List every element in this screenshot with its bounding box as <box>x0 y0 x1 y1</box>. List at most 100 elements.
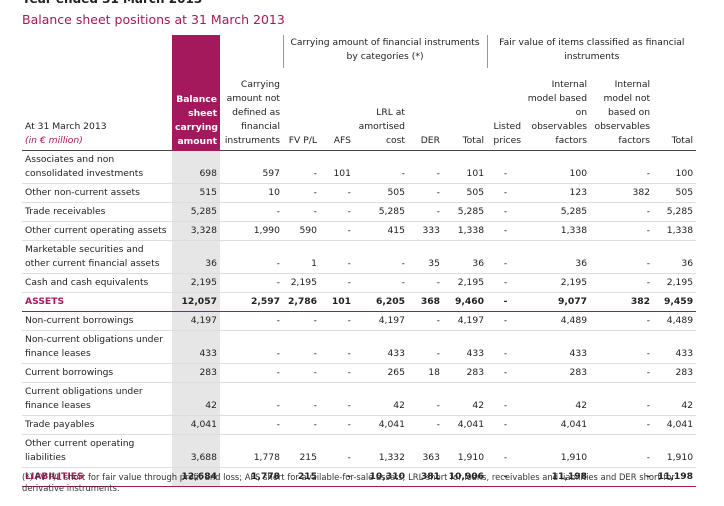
cell: - <box>590 467 654 487</box>
cell: 1,332 <box>354 434 408 468</box>
cell: 698 <box>172 150 220 184</box>
unit: (in € million) <box>25 135 83 146</box>
cell: 1,778 <box>220 434 283 468</box>
column-header: Total <box>443 68 488 151</box>
cell: 1,910 <box>653 434 697 468</box>
cell: 1,338 <box>524 221 591 241</box>
cell: 433 <box>524 330 591 364</box>
cell: 2,786 <box>283 292 320 312</box>
cell: 123 <box>524 183 591 203</box>
cell: 590 <box>283 221 320 241</box>
cell: - <box>283 382 320 416</box>
cell: 433 <box>443 330 488 364</box>
cell: 5,285 <box>172 202 220 222</box>
cell: - <box>487 150 525 184</box>
cell: - <box>283 363 320 383</box>
cell: - <box>354 150 408 184</box>
cell: 2,195 <box>653 273 697 293</box>
cell: - <box>408 330 443 364</box>
cell: 368 <box>408 292 443 312</box>
table-header: Balance sheet carrying amount Carrying am… <box>22 35 697 151</box>
row-label: Marketable securities and other current … <box>22 240 172 274</box>
table-body: Associates and non consolidated investme… <box>22 150 697 487</box>
cell: - <box>590 363 654 383</box>
cell: 2,195 <box>524 273 591 293</box>
cell: - <box>408 311 443 331</box>
column-header: Listed prices <box>487 68 525 151</box>
column-header: FV P/L <box>283 68 320 151</box>
cell: 333 <box>408 221 443 241</box>
cell: 2,195 <box>172 273 220 293</box>
cell: 9,077 <box>524 292 591 312</box>
row-label: Other current operating assets <box>22 221 172 241</box>
cell: 3,328 <box>172 221 220 241</box>
cell: 283 <box>524 363 591 383</box>
cell: - <box>320 311 354 331</box>
cell: - <box>220 273 283 293</box>
cell: - <box>320 415 354 435</box>
cell: 9,460 <box>443 292 488 312</box>
cell: - <box>408 202 443 222</box>
cell: 12,684 <box>172 467 220 487</box>
cell: - <box>590 273 654 293</box>
cell: 36 <box>524 240 591 274</box>
row-label: Non-current borrowings <box>22 311 172 331</box>
cell: 42 <box>443 382 488 416</box>
cell: 42 <box>172 382 220 416</box>
cell: 4,197 <box>354 311 408 331</box>
cell: 2,597 <box>220 292 283 312</box>
cell: 433 <box>172 330 220 364</box>
column-header: Internal model not based on observables … <box>590 68 654 151</box>
cell: - <box>220 240 283 274</box>
cell: 1,910 <box>443 434 488 468</box>
cell: 283 <box>172 363 220 383</box>
cell: - <box>320 363 354 383</box>
column-header: Total <box>653 68 697 151</box>
stub-header: At 31 March 2013 (in € million) <box>22 68 172 151</box>
total-row: ASSETS 12,057 2,597 2,786 101 6,205 368 9,460-9… <box>22 292 697 312</box>
cell: 100 <box>524 150 591 184</box>
header-row: At 31 March 2013 (in € million) Carrying a… <box>22 68 697 151</box>
cell: - <box>408 273 443 293</box>
cell: 505 <box>443 183 488 203</box>
cell: - <box>320 330 354 364</box>
group-header: Fair value of items classified as financ… <box>486 35 697 68</box>
cell: - <box>590 150 654 184</box>
cell: 1 <box>283 240 320 274</box>
cell: - <box>487 202 525 222</box>
header-cell <box>220 35 283 68</box>
column-header: AFS <box>320 68 354 151</box>
cell: 101 <box>320 150 354 184</box>
table-row: Other current operating assets 3,328 1,990… <box>22 221 697 241</box>
cell: - <box>320 183 354 203</box>
cell: 5,285 <box>443 202 488 222</box>
table-row: Trade receivables 5,285- - -5,285-5,285-5,2… <box>22 202 697 222</box>
cell: - <box>487 273 525 293</box>
cell: - <box>590 330 654 364</box>
cell: - <box>590 415 654 435</box>
cell: - <box>487 467 525 487</box>
cell: 215 <box>283 467 320 487</box>
cell: 4,041 <box>443 415 488 435</box>
table-row: Marketable securities and other current … <box>22 240 697 274</box>
cell: - <box>283 311 320 331</box>
cell: 381 <box>408 467 443 487</box>
cell: - <box>320 382 354 416</box>
cell: - <box>487 240 525 274</box>
row-label: LIABILITIES <box>22 467 172 487</box>
cell: - <box>320 221 354 241</box>
cell: 42 <box>524 382 591 416</box>
cell: - <box>590 240 654 274</box>
cell: 4,489 <box>524 311 591 331</box>
cell: 101 <box>320 292 354 312</box>
header-cell <box>22 35 172 68</box>
cell: - <box>487 292 525 312</box>
cell: - <box>220 311 283 331</box>
cell: - <box>408 183 443 203</box>
cell: 100 <box>653 150 697 184</box>
cell: - <box>220 363 283 383</box>
column-header: LRL at amortised cost <box>354 68 408 151</box>
cell: 2,195 <box>283 273 320 293</box>
